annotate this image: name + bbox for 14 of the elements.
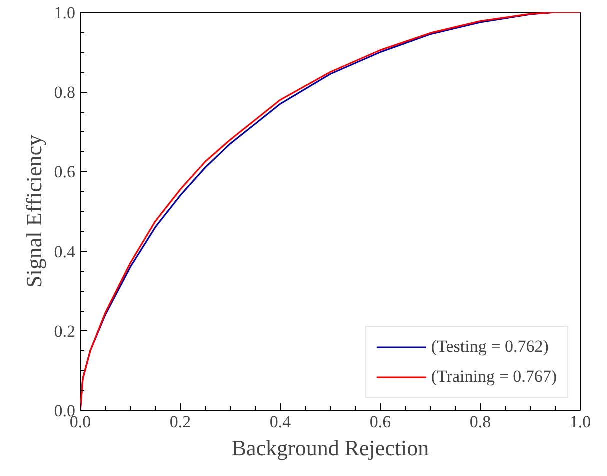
y-tick-label: 1.0 [54,4,76,22]
x-tick-label: 0.2 [170,412,192,432]
y-tick-label: 0.2 [54,322,76,341]
y-axis-title: Signal Efficiency [21,135,46,288]
y-tick-label: 0.8 [54,83,76,102]
x-tick-label: 0.8 [470,412,492,432]
y-tick-label: 0.4 [54,242,76,262]
y-tick-label: 0.6 [54,162,76,182]
x-tick-label: 0.4 [270,412,292,432]
x-tick-label: 0.6 [370,412,392,432]
x-axis-title: Background Rejection [232,436,430,460]
legend-label: (Testing = 0.762) [431,337,549,357]
x-tick-label: 1.0 [570,412,592,432]
legend-label: (Training = 0.767) [431,367,557,387]
